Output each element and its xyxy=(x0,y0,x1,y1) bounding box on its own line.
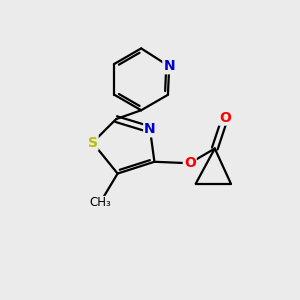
Text: O: O xyxy=(219,111,231,124)
Text: N: N xyxy=(144,122,156,136)
Text: S: S xyxy=(88,136,98,150)
Text: N: N xyxy=(164,59,175,73)
Text: CH₃: CH₃ xyxy=(89,196,111,209)
Text: O: O xyxy=(184,156,196,170)
